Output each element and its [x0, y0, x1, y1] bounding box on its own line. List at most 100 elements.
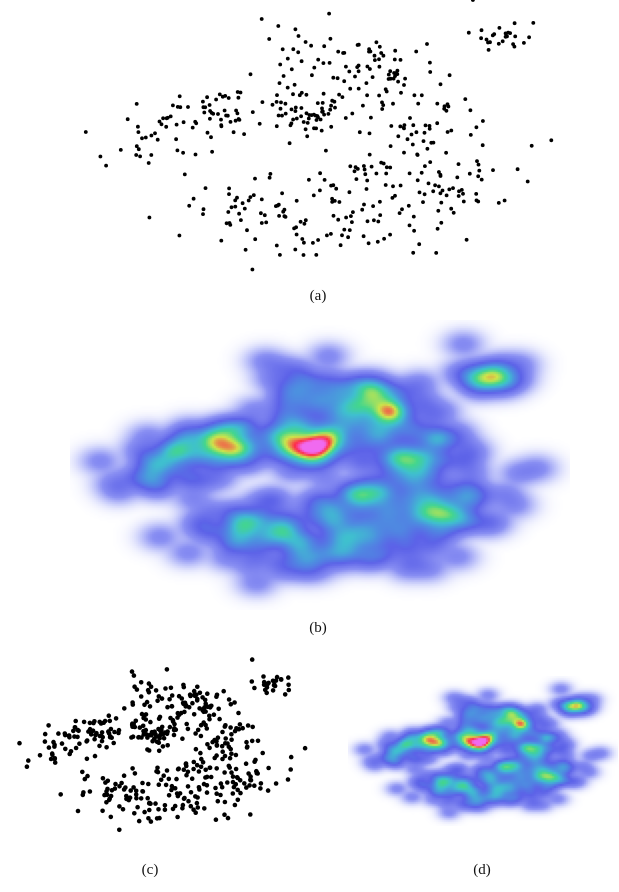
scatter-point	[264, 220, 269, 225]
scatter-point	[163, 686, 168, 691]
scatter-point	[350, 111, 355, 116]
scatter-point	[216, 706, 221, 712]
scatter-point	[464, 237, 469, 242]
scatter-point	[192, 693, 198, 699]
scatter-point	[525, 179, 530, 184]
scatter-point	[360, 207, 365, 212]
scatter-point	[307, 177, 311, 182]
scatter-point	[227, 192, 231, 197]
scatter-point	[398, 183, 403, 188]
scatter-point	[186, 798, 191, 804]
scatter-point	[117, 827, 122, 833]
scatter-point	[338, 243, 343, 248]
scatter-point	[299, 90, 304, 95]
scatter-point	[214, 743, 220, 748]
scatter-point	[180, 806, 185, 811]
scatter-point	[388, 165, 393, 170]
scatter-point	[393, 74, 397, 78]
scatter-point	[274, 124, 279, 129]
scatter-point	[291, 47, 296, 52]
scatter-point	[140, 136, 144, 141]
scatter-point	[174, 137, 178, 142]
scatter-point	[222, 799, 228, 805]
scatter-point	[207, 765, 213, 770]
scatter-point	[225, 741, 230, 746]
scatter-point	[370, 75, 375, 79]
scatter-point	[436, 208, 441, 213]
scatter-point	[383, 183, 388, 187]
scatter-point	[211, 712, 217, 717]
scatter-point	[405, 137, 410, 142]
scatter-point	[147, 807, 152, 813]
scatter-point	[367, 152, 372, 157]
scatter-point	[332, 99, 337, 104]
scatter-point	[277, 214, 281, 218]
scatter-point	[136, 147, 141, 152]
scatter-point	[219, 238, 224, 243]
scatter-point	[214, 692, 220, 698]
scatter-point	[190, 125, 195, 130]
scatter-point	[468, 133, 473, 137]
scatter-point	[512, 21, 517, 26]
scatter-point	[147, 800, 152, 806]
scatter-point	[219, 117, 223, 122]
scatter-point	[259, 17, 264, 21]
scatter-point	[229, 205, 234, 210]
scatter-point	[305, 121, 310, 125]
scatter-point	[210, 149, 215, 154]
scatter-point	[476, 174, 481, 179]
scatter-point	[157, 815, 162, 821]
scatter-point	[444, 193, 449, 198]
scatter-point	[408, 116, 412, 120]
scatter-point	[337, 200, 342, 204]
scatter-point	[344, 215, 348, 220]
scatter-point	[130, 724, 135, 729]
scatter-point	[456, 162, 461, 167]
scatter-point	[259, 221, 264, 225]
scatter-point	[365, 178, 370, 183]
scatter-point	[299, 59, 304, 64]
scatter-point	[329, 124, 334, 129]
scatter-point	[209, 135, 213, 140]
scatter-point	[82, 776, 88, 782]
scatter-point	[369, 164, 374, 169]
scatter-point	[133, 718, 139, 724]
scatter-point	[447, 187, 452, 192]
scatter-point	[228, 702, 234, 707]
scatter-point	[287, 141, 292, 146]
scatter-point	[134, 102, 139, 106]
scatter-point	[270, 688, 276, 693]
scatter-point	[203, 701, 208, 706]
scatter-point	[188, 790, 194, 795]
scatter-point	[147, 704, 153, 709]
scatter-point	[306, 116, 311, 121]
scatter-point	[52, 744, 57, 749]
scatter-point	[425, 42, 429, 46]
scatter-point	[310, 73, 314, 78]
scatter-point	[407, 223, 412, 228]
scatter-point	[449, 128, 454, 133]
scatter-point	[331, 183, 336, 188]
scatter-point	[134, 144, 139, 149]
scatter-point	[335, 76, 340, 81]
scatter-point	[311, 241, 315, 245]
scatter-point	[260, 100, 265, 104]
panel-a-scatter	[76, 0, 566, 275]
scatter-point	[427, 126, 432, 131]
scatter-point	[236, 95, 241, 100]
scatter-point	[201, 99, 205, 104]
scatter-point	[201, 709, 206, 715]
scatter-point	[412, 228, 416, 233]
scatter-point	[113, 716, 119, 721]
scatter-point	[490, 33, 495, 38]
scatter-point	[51, 739, 56, 745]
scatter-point	[238, 790, 243, 796]
scatter-point	[207, 713, 212, 719]
scatter-point	[129, 735, 134, 740]
scatter-point	[363, 172, 368, 177]
scatter-point	[182, 172, 187, 177]
scatter-point	[211, 111, 216, 116]
scatter-point	[328, 36, 333, 41]
scatter-point	[229, 751, 234, 757]
scatter-point	[149, 153, 154, 157]
